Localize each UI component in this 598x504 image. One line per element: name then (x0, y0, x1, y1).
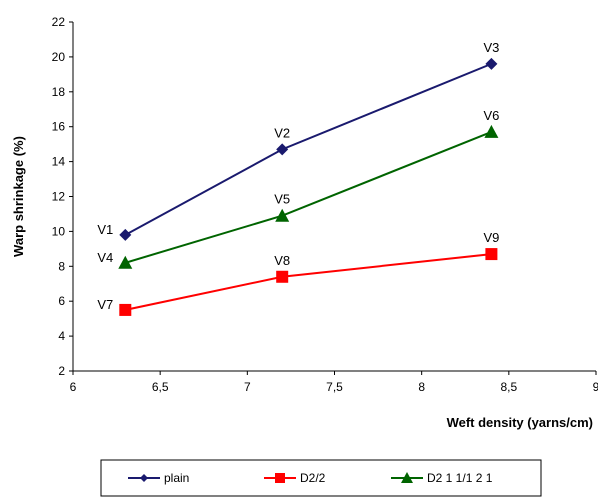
legend-item: plain (128, 471, 189, 485)
series-d2-2: V7 V8 V9 (97, 230, 499, 316)
point-label: V5 (274, 192, 290, 207)
square-marker (276, 270, 289, 283)
x-axis-title: Weft density (yarns/cm) (447, 415, 593, 430)
series-d2-1-1-1-2-1: V4 V5 V6 (97, 108, 499, 269)
point-label: V8 (274, 253, 290, 268)
series-line (124, 62, 492, 236)
point-label: V2 (274, 125, 290, 140)
y-axis-title: Warp shrinkage (%) (11, 136, 26, 257)
square-marker (119, 303, 132, 316)
y-tick-label: 16 (52, 120, 66, 134)
y-tick-label: 14 (52, 155, 66, 169)
diamond-marker (140, 474, 148, 482)
point-label: V1 (97, 222, 113, 237)
point-label: V6 (483, 108, 499, 123)
square-marker (485, 248, 498, 261)
square-marker (275, 473, 285, 483)
point-label: V3 (483, 40, 499, 55)
x-tick-label: 6,5 (152, 380, 169, 394)
point-label: V7 (97, 297, 113, 312)
triangle-marker (118, 255, 133, 269)
point-label: V9 (483, 230, 499, 245)
y-tick-label: 2 (58, 364, 65, 378)
legend-item: D2 1 1/1 2 1 (391, 471, 493, 485)
y-tick-label: 10 (52, 224, 66, 238)
x-axis-ticks: 6 6,5 7 7,5 8 8,5 9 (70, 371, 598, 394)
x-tick-label: 7 (244, 380, 251, 394)
legend-label: D2 1 1/1 2 1 (427, 471, 493, 485)
y-tick-label: 18 (52, 85, 66, 99)
legend-box (100, 459, 542, 497)
y-tick-label: 22 (52, 15, 66, 29)
legend: plain D2/2 D2 1 1/1 2 1 (100, 459, 542, 497)
triangle-marker (484, 124, 499, 138)
legend-label: D2/2 (300, 471, 326, 485)
triangle-marker (275, 208, 290, 222)
diamond-marker (276, 143, 289, 156)
y-axis-ticks: 2 4 6 8 10 12 14 16 18 20 22 (52, 15, 73, 378)
x-tick-label: 8 (418, 380, 425, 394)
diamond-marker (485, 57, 498, 70)
series-group: V1 V2 V3 V7 V8 V9 V4 V5 V6 (97, 40, 499, 316)
x-tick-label: 7,5 (326, 380, 343, 394)
y-tick-label: 8 (58, 259, 65, 273)
series-line (125, 131, 492, 264)
axes (72, 22, 596, 372)
y-tick-label: 4 (58, 329, 65, 343)
series-plain: V1 V2 V3 (97, 40, 499, 241)
legend-item: D2/2 (264, 471, 326, 485)
y-tick-label: 20 (52, 50, 66, 64)
diamond-marker (119, 228, 132, 241)
point-label: V4 (97, 250, 113, 265)
legend-label: plain (164, 471, 189, 485)
series-line (125, 253, 492, 311)
y-tick-label: 6 (58, 294, 65, 308)
x-tick-label: 8,5 (500, 380, 517, 394)
y-tick-label: 12 (52, 190, 66, 204)
x-tick-label: 6 (70, 380, 77, 394)
triangle-marker (401, 472, 413, 483)
x-tick-label: 9 (593, 380, 598, 394)
